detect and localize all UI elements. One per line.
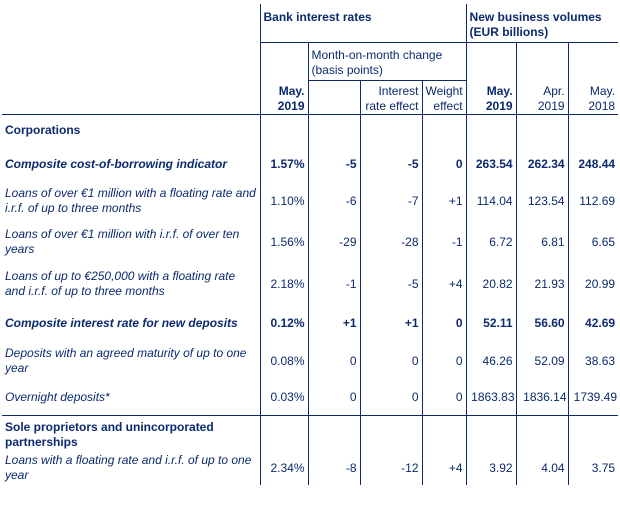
volume-may2018-cell: 3.75 — [591, 460, 616, 475]
row-label: Overnight deposits* — [2, 381, 261, 416]
rate-may2019-header: May. 2019 — [260, 80, 309, 115]
interest-rate-effect-cell: -12 — [360, 451, 423, 485]
table-row: Loans of up to €250,000 with a floating … — [2, 263, 618, 305]
rate-cell: 0.03% — [260, 381, 309, 416]
change-cell: -1 — [308, 263, 361, 305]
vol-may2019-header: May. 2019 — [466, 80, 517, 115]
interest-rate-effect-cell: +1 — [360, 305, 423, 341]
row-label: Loans of over €1 million with a floating… — [2, 181, 261, 221]
section-title: Corporations — [2, 114, 261, 147]
row-label: Deposits with an agreed maturity of up t… — [2, 341, 261, 381]
volume-may2019-cell: 3.92 — [466, 451, 517, 485]
rate-cell: 1.56% — [260, 221, 309, 263]
interest-rate-effect-cell: -28 — [360, 221, 423, 263]
interest-rate-effect-cell: 0 — [360, 341, 423, 381]
interest-rate-effect-cell: -5 — [360, 147, 423, 181]
vol-may2018-header: May. 2018 — [568, 80, 619, 115]
table-row: Composite cost-of-borrowing indicator 1.… — [2, 147, 618, 181]
change-cell: 0 — [308, 341, 361, 381]
rate-cell: 2.34% — [260, 451, 309, 485]
volume-apr2019-cell: 1836.14 — [516, 381, 569, 416]
row-label: Composite cost-of-borrowing indicator — [2, 147, 261, 181]
volume-may2018-cell: 1739.49 — [568, 381, 619, 416]
volume-may2019-cell: 46.26 — [466, 341, 517, 381]
interest-rate-effect-cell: -7 — [360, 181, 423, 221]
change-cell: -8 — [308, 451, 361, 485]
new-business-volumes-header: New business volumes (EUR billions) — [466, 4, 619, 43]
table-row: Loans with a floating rate and i.r.f. of… — [2, 451, 618, 485]
volume-may2018-cell: 20.99 — [585, 276, 616, 291]
table-row: Deposits with an agreed maturity of up t… — [2, 341, 618, 381]
volume-may2018-cell: 38.63 — [585, 353, 616, 368]
volume-apr2019-cell: 123.54 — [516, 181, 569, 221]
vol-apr2019-header: Apr. 2019 — [516, 80, 569, 115]
volume-may2018-cell: 42.69 — [585, 315, 616, 330]
header-corner — [2, 4, 261, 42]
volume-apr2019-cell: 6.81 — [516, 221, 569, 263]
weight-effect-cell: 0 — [422, 341, 467, 381]
weight-effect-cell: -1 — [422, 221, 467, 263]
weight-effect-cell: 0 — [422, 147, 467, 181]
change-cell: -6 — [308, 181, 361, 221]
interest-rates-table: Bank interest rates New business volumes… — [2, 4, 619, 485]
change-cell: -29 — [308, 221, 361, 263]
bank-interest-rates-header: Bank interest rates — [260, 4, 467, 43]
weight-effect-cell: +1 — [422, 181, 467, 221]
row-label: Loans with a floating rate and i.r.f. of… — [2, 451, 261, 485]
rate-cell: 0.12% — [260, 305, 309, 341]
volume-may2018-cell: 6.65 — [591, 234, 616, 249]
table-row: Composite interest rate for new deposits… — [2, 305, 618, 341]
volume-may2019-cell: 1863.83 — [466, 381, 517, 416]
change-cell: 0 — [308, 381, 361, 416]
section-title: Sole proprietors and unincorporated part… — [2, 415, 261, 451]
rate-cell: 1.10% — [260, 181, 309, 221]
weight-effect-cell: +4 — [422, 451, 467, 485]
volume-apr2019-cell: 52.09 — [516, 341, 569, 381]
row-label: Loans of up to €250,000 with a floating … — [2, 263, 261, 305]
table-row: Overnight deposits* 0.03% 0 0 0 1863.83 … — [2, 381, 619, 416]
volume-apr2019-cell: 56.60 — [516, 305, 569, 341]
volume-may2018-cell: 248.44 — [578, 156, 616, 171]
volume-may2019-cell: 20.82 — [466, 263, 517, 305]
table-row: Loans of over €1 million with i.r.f. of … — [2, 221, 618, 263]
interest-rate-effect-cell: -5 — [360, 263, 423, 305]
weight-effect-cell: +4 — [422, 263, 467, 305]
volume-may2019-cell: 6.72 — [466, 221, 517, 263]
volume-may2019-cell: 52.11 — [466, 305, 517, 341]
row-label: Loans of over €1 million with i.r.f. of … — [2, 221, 261, 263]
rate-cell: 0.08% — [260, 341, 309, 381]
change-cell: +1 — [308, 305, 361, 341]
row-label: Composite interest rate for new deposits — [2, 305, 261, 341]
table-row: Loans of over €1 million with a floating… — [2, 181, 618, 221]
volume-apr2019-cell: 21.93 — [516, 263, 569, 305]
volume-apr2019-cell: 262.34 — [516, 147, 569, 181]
volume-may2019-cell: 114.04 — [466, 181, 517, 221]
volume-may2018-cell: 112.69 — [579, 193, 616, 208]
weight-effect-header: Weight effect — [422, 80, 467, 115]
volume-apr2019-cell: 4.04 — [516, 451, 569, 485]
weight-effect-cell: 0 — [422, 381, 467, 416]
rate-cell: 1.57% — [260, 147, 309, 181]
interest-rate-effect-cell: 0 — [360, 381, 423, 416]
interest-rate-effect-header: Interest rate effect — [360, 80, 423, 115]
rate-cell: 2.18% — [260, 263, 309, 305]
volume-may2019-cell: 263.54 — [466, 147, 517, 181]
mom-change-header: Month-on-month change (basis points) — [308, 42, 467, 81]
weight-effect-cell: 0 — [422, 305, 467, 341]
change-cell: -5 — [308, 147, 361, 181]
